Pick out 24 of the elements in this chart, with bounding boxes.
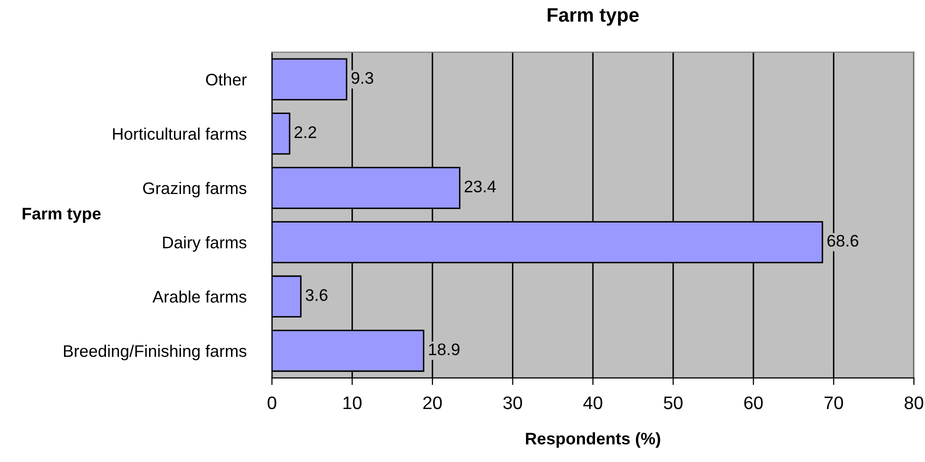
y-tick-label: Dairy farms [163,236,246,252]
x-tick-label: 20 [423,396,442,410]
y-tick-label: Grazing farms [143,182,246,198]
y-tick-label: Horticultural farms [113,128,246,140]
x-tick-label: 80 [904,396,924,410]
x-tick-label: 30 [503,396,522,410]
y-tick-label: Breeding/Finishing farms [64,344,246,360]
data-label: 68.6 [827,234,858,247]
data-label: 9.3 [352,72,374,84]
x-axis-title: Respondents (%) [526,432,660,448]
x-tick-label: 10 [344,396,362,410]
data-label: 3.6 [306,289,328,301]
data-label: 2.2 [294,126,316,138]
y-tick-label: Arable farms [152,290,246,303]
x-tick-label: 60 [744,396,763,410]
x-tick-label: 50 [664,396,683,410]
x-tick-label: 40 [583,396,602,410]
x-tick-label: 70 [824,396,843,410]
y-tick-label: Other [206,73,247,86]
chart-title: Farm type [548,8,639,26]
data-label: 18.9 [429,343,460,356]
data-label: 23.4 [464,180,496,192]
x-tick-label: 0 [268,396,276,410]
y-axis-title: Farm type [22,208,101,223]
